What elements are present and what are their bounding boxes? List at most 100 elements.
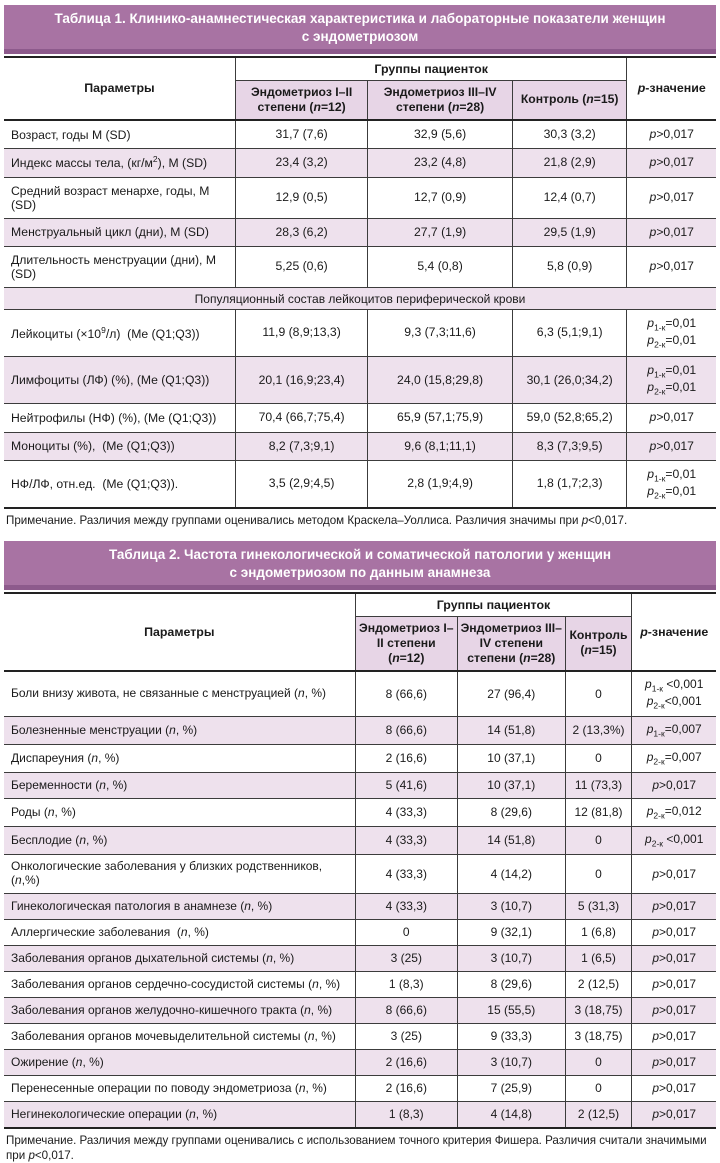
params-header-cell: Параметры (144, 624, 215, 639)
row-label-cell: Длительность менструации (дни), М (SD) (4, 245, 236, 288)
value-cell: 30,1 (26,0;34,2) (511, 356, 627, 404)
table2: Параметры Группы пациенток p-значение Эндом… (4, 591, 716, 1129)
pvalue-cell: p1-к <0,001 p2-к<0,001 (631, 670, 716, 717)
row-label-cell: Заболевания органов мочевыделительной си… (4, 1023, 356, 1050)
table-row: Беременности (n, %) 5 (41,6) 10 (37,1) 11 (… (4, 772, 716, 799)
value-cell: 4 (33,3) (354, 798, 458, 827)
value-cell: 9,6 (8,1;11,1) (367, 431, 513, 461)
groups-header-cell: Группы пациенток (354, 592, 632, 617)
row-label-cell: Онкологические заболевания у близких род… (4, 854, 356, 894)
table-row: Заболевания органов мочевыделительной си… (4, 1023, 716, 1050)
table-row: Средний возраст менархе, годы, М (SD) 12,… (4, 176, 716, 219)
value-cell: 70,4 (66,7;75,4) (234, 403, 368, 432)
value-cell: 0 (564, 854, 632, 894)
row-label-cell: Заболевания органов сердечно-сосудистой … (4, 971, 356, 998)
row-label-cell: Боли внизу живота, не связанные с менстр… (4, 670, 356, 717)
pvalue-cell: p>0,017 (631, 772, 716, 799)
value-cell: 15 (55,5) (457, 997, 566, 1024)
value-cell: 3,5 (2,9;4,5) (234, 459, 368, 508)
value-cell: 5,8 (0,9) (511, 245, 627, 288)
row-label-cell: Моноциты (%), (Me (Q1;Q3)) (4, 431, 236, 461)
table-row: Возраст, годы М (SD) 31,7 (7,6) 32,9 (5,6)… (4, 119, 716, 149)
group-subheader-cell: Эндометриоз I–II степени (n=12) (234, 79, 368, 121)
value-cell: 8 (66,6) (354, 716, 458, 745)
table-row: Болезненные менструации (n, %) 8 (66,6) 14… (4, 716, 716, 745)
header-row: Параметры Группы пациенток p-значение (4, 56, 716, 121)
value-cell: 3 (25) (354, 1023, 458, 1050)
row-label-cell: Беременности (n, %) (4, 772, 356, 799)
value-cell: 2 (16,6) (354, 1049, 458, 1076)
value-cell: 20,1 (16,9;23,4) (234, 356, 368, 404)
value-cell: 4 (14,8) (457, 1101, 566, 1128)
row-label-cell: Средний возраст менархе, годы, М (SD) (4, 176, 236, 219)
value-cell: 12,7 (0,9) (367, 176, 513, 219)
pvalue-cell: p>0,017 (631, 1023, 716, 1050)
value-cell: 2 (12,5) (564, 1101, 632, 1128)
table-row: Заболевания органов желудочно-кишечного … (4, 997, 716, 1024)
value-cell: 12 (81,8) (564, 798, 632, 827)
row-label-cell: Болезненные менструации (n, %) (4, 716, 356, 745)
value-cell: 9 (32,1) (457, 919, 566, 946)
value-cell: 12,4 (0,7) (511, 176, 627, 219)
value-cell: 11,9 (8,9;13,3) (234, 308, 368, 357)
pvalue-cell: p>0,017 (626, 245, 716, 288)
value-cell: 65,9 (57,1;75,9) (367, 403, 513, 432)
pvalue-cell: p>0,017 (631, 919, 716, 946)
value-cell: 4 (33,3) (354, 893, 458, 920)
value-cell: 24,0 (15,8;29,8) (367, 356, 513, 404)
row-label-cell: Ожирение (n, %) (4, 1049, 356, 1076)
value-cell: 3 (10,7) (457, 945, 566, 972)
row-label-cell: Негинекологические операции (n, %) (4, 1101, 356, 1128)
pvalue-cell: p>0,017 (626, 403, 716, 432)
value-cell: 12,9 (0,5) (234, 176, 368, 219)
subheader-row: Эндометриоз I–II степени (n=12) Эндометри… (4, 615, 716, 672)
value-cell: 21,8 (2,9) (511, 148, 627, 178)
value-cell: 3 (18,75) (564, 1023, 632, 1050)
value-cell: 8,2 (7,3;9,1) (234, 431, 368, 461)
pvalue-cell: p1-к=0,01 p2-к=0,01 (626, 308, 716, 357)
row-label-cell: Заболевания органов дыхательной системы … (4, 945, 356, 972)
pvalue-cell: p>0,017 (626, 431, 716, 461)
table-row: Лейкоциты (×109/л) (Me (Q1;Q3)) 11,9 (8,9… (4, 308, 716, 357)
pvalue-cell: p>0,017 (631, 997, 716, 1024)
header-row: Параметры Группы пациенток p-значение (4, 592, 716, 672)
pvalue-header-cell: p-значение (631, 592, 716, 672)
pvalue-cell: p>0,017 (631, 1101, 716, 1128)
value-cell: 6,3 (5,1;9,1) (511, 308, 627, 357)
table-row: Заболевания органов сердечно-сосудистой … (4, 971, 716, 998)
value-cell: 5 (31,3) (564, 893, 632, 920)
value-cell: 3 (10,7) (457, 893, 566, 920)
group-subheader-cell: Эндометриоз I–II степени (n=12) (354, 615, 458, 672)
table-row: Моноциты (%), (Me (Q1;Q3)) 8,2 (7,3;9,1) 9… (4, 431, 716, 461)
pvalue-cell: p>0,017 (631, 945, 716, 972)
pvalue-cell: p1-к=0,01 p2-к=0,01 (626, 356, 716, 404)
row-label-cell: Нейтрофилы (НФ) (%), (Me (Q1;Q3)) (4, 403, 236, 432)
pvalue-cell: p2-к=0,007 (631, 744, 716, 773)
row-label-cell: НФ/ЛФ, отн.ед. (Me (Q1;Q3)). (4, 459, 236, 508)
value-cell: 5 (41,6) (354, 772, 458, 799)
value-cell: 8 (66,6) (354, 670, 458, 717)
row-label-cell: Лейкоциты (×109/л) (Me (Q1;Q3)) (4, 308, 236, 357)
row-label-cell: Роды (n, %) (4, 798, 356, 827)
table1: Параметры Группы пациенток p-значение Эндом… (4, 55, 716, 509)
value-cell: 27,7 (1,9) (367, 217, 513, 247)
row-label-cell: Лимфоциты (ЛФ) (%), (Me (Q1;Q3)) (4, 356, 236, 404)
value-cell: 0 (354, 919, 458, 946)
value-cell: 23,2 (4,8) (367, 148, 513, 178)
value-cell: 0 (564, 826, 632, 855)
value-cell: 3 (10,7) (457, 1049, 566, 1076)
table-row: Диспареуния (n, %) 2 (16,6) 10 (37,1) 0 p2-к… (4, 744, 716, 773)
row-label-cell: Гинекологическая патология в анамнезе (n… (4, 893, 356, 920)
row-label-cell: Менструальный цикл (дни), М (SD) (4, 217, 236, 247)
table-row: Аллергические заболевания (n, %) 0 9 (32,1… (4, 919, 716, 946)
table-row: Лимфоциты (ЛФ) (%), (Me (Q1;Q3)) 20,1 (16… (4, 356, 716, 404)
group-subheader-cell: Контроль (n=15) (564, 615, 632, 672)
section-title: Популяционный состав лейкоцитов перифери… (4, 287, 716, 310)
table-row: Ожирение (n, %) 2 (16,6) 3 (10,7) 0 p>0,017 (4, 1049, 716, 1076)
value-cell: 4 (33,3) (354, 854, 458, 894)
pvalue-cell: p2-к=0,012 (631, 798, 716, 827)
value-cell: 10 (37,1) (457, 772, 566, 799)
pvalue-cell: p>0,017 (631, 854, 716, 894)
value-cell: 3 (18,75) (564, 997, 632, 1024)
row-label-cell: Заболевания органов желудочно-кишечного … (4, 997, 356, 1024)
